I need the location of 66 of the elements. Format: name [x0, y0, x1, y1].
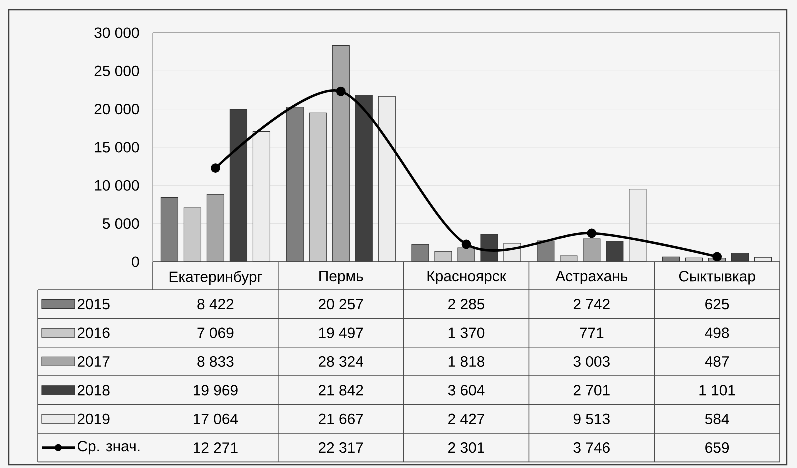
- data-label: 584: [705, 414, 730, 424]
- data-label: 625: [706, 299, 730, 310]
- data-label: 487: [705, 356, 730, 368]
- y-tick-label: 0: [132, 256, 140, 268]
- bar: [378, 96, 396, 262]
- x-tick-label: Сыктывкар: [679, 271, 756, 285]
- data-label: 2 742: [574, 299, 610, 310]
- data-label: 498: [705, 328, 730, 338]
- x-tick-label: Астрахань: [556, 271, 628, 285]
- bar: [583, 238, 601, 262]
- point: [587, 228, 597, 238]
- data-label: 19 497: [319, 328, 364, 338]
- bar: [629, 189, 647, 262]
- data-label: 659: [706, 442, 730, 454]
- point: [211, 164, 220, 174]
- data-label: 3 604: [448, 385, 485, 396]
- data-label: 2 427: [448, 414, 484, 424]
- point: [462, 240, 472, 250]
- data-label: 1 101: [700, 385, 736, 396]
- y-tick-label: 30 000: [94, 28, 140, 38]
- data-label: 20 257: [319, 299, 364, 310]
- bar: [458, 248, 476, 262]
- bar: [309, 112, 327, 262]
- data-label: 17 064: [194, 414, 238, 424]
- legend-label: 2017: [78, 356, 110, 368]
- legend-label: Ср. знач.: [78, 441, 140, 455]
- data-label: 8 833: [198, 356, 234, 368]
- bar: [332, 45, 350, 262]
- bar: [206, 194, 225, 262]
- y-tick-label: 5 000: [103, 218, 140, 230]
- data-label: 19 969: [194, 385, 238, 396]
- data-label: 7 069: [198, 328, 234, 338]
- data-label: 8 422: [198, 299, 234, 310]
- data-label: 9 513: [574, 414, 610, 424]
- data-label: 1 818: [448, 356, 485, 368]
- legend-label: 2015: [78, 299, 110, 310]
- data-label: 12 271: [194, 442, 238, 454]
- bar: [184, 208, 202, 262]
- data-label: 21 667: [319, 414, 364, 424]
- bar: [252, 131, 271, 262]
- bar: [286, 107, 304, 262]
- legend-label: 2016: [78, 328, 110, 338]
- data-label: 3 003: [574, 356, 610, 368]
- data-label: 1 370: [448, 328, 485, 338]
- data-label: 3 746: [574, 442, 610, 454]
- point: [336, 86, 346, 96]
- data-label: 28 324: [319, 356, 364, 368]
- legend-label: 2019: [78, 414, 110, 424]
- bar: [412, 244, 430, 262]
- data-label: 2 301: [448, 442, 484, 454]
- x-tick-label: Екатеринбург: [170, 271, 262, 286]
- y-tick-label: 20 000: [94, 104, 140, 115]
- data-label: 2 701: [574, 385, 610, 396]
- data-label: 21 842: [319, 385, 364, 396]
- y-tick-label: 10 000: [95, 180, 140, 191]
- point: [712, 252, 722, 262]
- data-label: 22 317: [319, 442, 364, 454]
- data-label: 2 285: [448, 299, 485, 310]
- x-tick-label: Пермь: [320, 271, 364, 285]
- legend-label: 2018: [78, 385, 110, 396]
- x-tick-label: Красноярск: [428, 271, 506, 285]
- bar: [434, 251, 452, 262]
- data-label: 771: [580, 328, 604, 338]
- y-tick-label: 25 000: [94, 66, 140, 76]
- bar: [160, 197, 179, 262]
- y-tick-label: 15 000: [95, 142, 140, 153]
